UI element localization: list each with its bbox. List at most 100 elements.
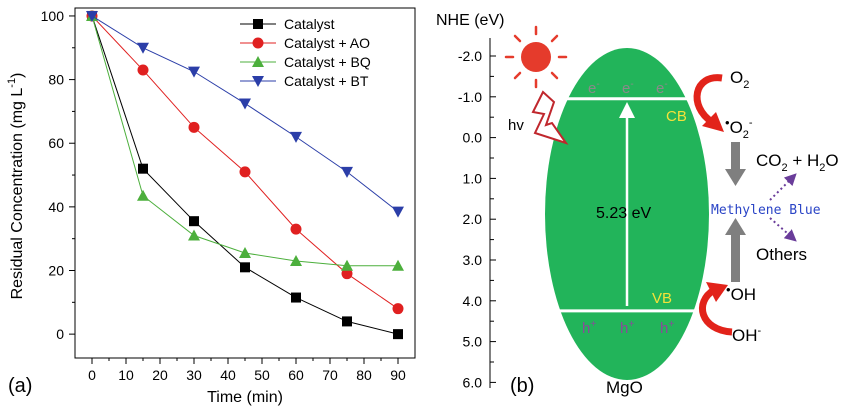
data-point [188,66,200,78]
gray-arrow-up-shaft [731,234,740,282]
energy-tick-label: 2.0 [463,211,483,227]
oh-oxidation-arrow [698,287,733,336]
x-tick-label: 60 [288,367,304,383]
legend-marker [252,76,264,87]
legend-marker [252,56,264,67]
oh-oxidation-arrowhead [706,282,728,302]
excitation-arrowhead [619,102,635,118]
data-point [189,216,199,227]
data-point [290,131,302,143]
hole-1: h+ [582,319,596,337]
superoxide-label: •O2- [725,115,753,141]
x-axis: 0 10 20 30 40 50 60 70 80 90 [88,358,406,383]
o2-reduction-arrowhead [702,112,724,132]
hv-label: hv [508,117,524,134]
x-axis-label: Time (min) [207,389,283,406]
data-point [341,268,353,280]
vb-label: VB [652,290,672,307]
hydroxide-label: OH- [732,325,762,345]
electron-3: e- [656,79,668,97]
data-point [188,229,200,241]
hole-3: h+ [660,319,674,337]
data-point [239,98,251,110]
hydroxyl-radical-label: •OH [726,282,756,304]
energy-tick-label: 3.0 [463,252,483,268]
y-axis-label-close: ) [9,73,26,78]
band-gap-label: 5.23 eV [596,205,651,222]
series-catalyst-ao [86,10,404,315]
energy-axis-title: NHE (eV) [436,12,504,29]
data-point [138,163,148,174]
x-tick-label: 20 [152,367,168,383]
x-tick-label: 90 [390,367,406,383]
y-axis-label: Residual Concentration (mg L-1) [6,73,26,300]
gray-arrow-down-head [725,169,746,186]
y-tick-label: 20 [48,263,64,279]
energy-tick-label: -2.0 [458,48,482,64]
legend-label: Catalyst + BQ [284,54,371,70]
data-point [393,329,403,340]
energy-tick-label: 5.0 [463,334,483,350]
gray-arrow-down-shaft [731,142,740,170]
data-point [392,206,404,218]
data-point [392,303,404,315]
data-point [291,292,301,303]
data-point [239,247,251,258]
x-tick-label: 30 [186,367,202,383]
data-point [240,262,250,273]
o2-label: O2 [730,68,749,91]
y-tick-label: 60 [48,135,64,151]
x-tick-label: 50 [254,367,270,383]
y-tick-label: 100 [41,8,65,24]
legend-item: Catalyst [240,16,335,32]
electrons: e- e- e- [588,79,668,97]
series-group [86,9,404,340]
legend-item: Catalyst + AO [240,35,370,51]
data-point [137,189,149,201]
data-point [239,166,251,178]
electron-1: e- [588,79,600,97]
data-point [341,259,353,271]
data-point [137,64,149,76]
cb-label: CB [666,108,687,125]
data-point [188,121,200,133]
x-tick-label: 0 [88,367,96,383]
others-label: Others [756,245,807,264]
energy-tick-label: -1.0 [458,89,482,105]
band-diagram-panel-b: NHE (eV) -2.0 -1.0 0.0 1.0 2.0 3.0 4.0 5.0 6.0 e… [436,12,839,397]
data-point [392,259,404,271]
legend-marker [253,19,263,29]
series-catalyst-bt [86,10,404,218]
o2-reduction-arrow [693,74,723,125]
data-point [86,10,98,22]
data-point [290,223,302,235]
energy-axis-ticks: -2.0 -1.0 0.0 1.0 2.0 3.0 4.0 5.0 6.0 [458,48,496,390]
chart-panel-a: 0 10 20 30 40 50 60 70 80 90 0 20 40 60 80 100 Catalys… [6,7,416,406]
hole-2: h+ [620,319,634,337]
energy-tick-label: 0.0 [463,130,483,146]
energy-tick-label: 1.0 [463,170,483,186]
y-axis: 0 20 40 60 80 100 [41,8,75,342]
x-tick-label: 70 [322,367,338,383]
data-point [137,42,149,54]
panel-label-b: (b) [510,375,534,397]
dotted-arrow-to-others [769,217,797,242]
data-point [341,166,353,178]
x-tick-label: 80 [356,367,372,383]
holes: h+ h+ h+ [582,319,674,337]
x-tick-label: 40 [220,367,236,383]
legend-marker [252,37,264,49]
y-tick-label: 40 [48,199,64,215]
legend-label: Catalyst + BT [284,73,369,89]
material-label: MgO [606,378,643,397]
data-point [290,254,302,266]
panel-label-a: (a) [8,375,32,397]
legend-item: Catalyst + BQ [240,54,371,70]
legend-label: Catalyst + AO [284,35,370,51]
y-tick-label: 80 [48,72,64,88]
sun-icon [504,25,568,89]
legend-label: Catalyst [284,16,335,32]
legend-item: Catalyst + BT [240,73,369,89]
y-tick-label: 0 [56,326,64,342]
energy-tick-label: 6.0 [463,374,483,390]
